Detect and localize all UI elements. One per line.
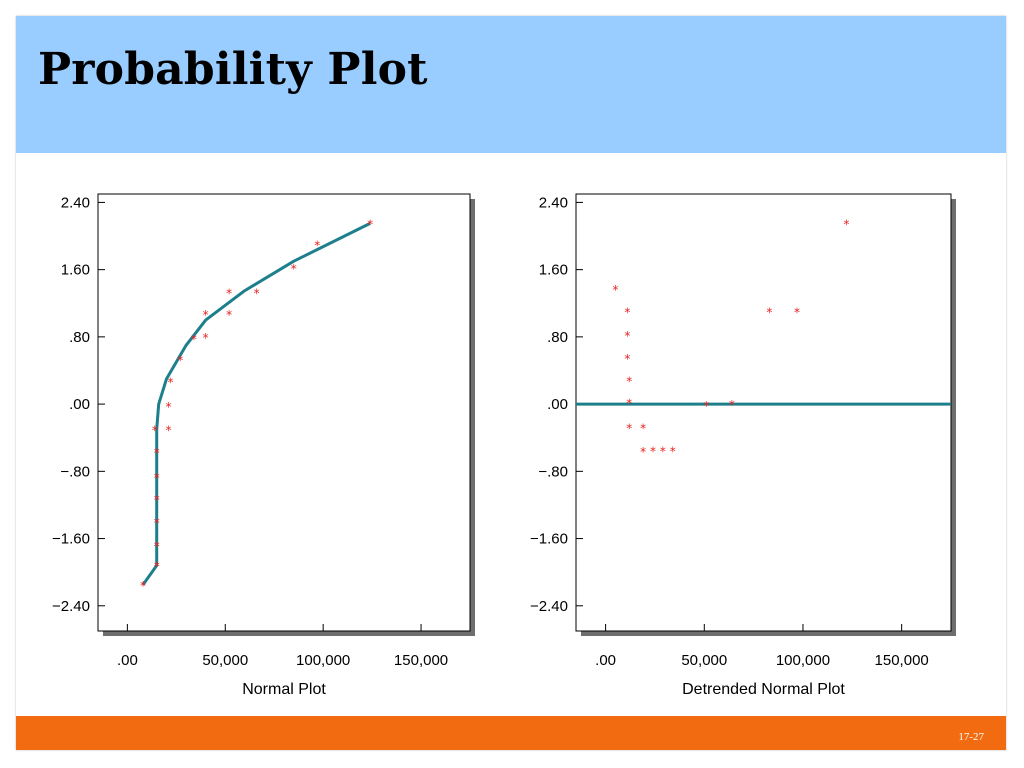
- title-bar: Probability Plot: [16, 16, 1006, 153]
- x-axis-title: Detrended Normal Plot: [682, 681, 845, 698]
- x-tick-label: 100,000: [776, 652, 830, 669]
- data-point: *: [154, 493, 160, 507]
- x-tick-label: .00: [117, 652, 138, 669]
- data-point: *: [624, 306, 630, 320]
- x-tick-label: 150,000: [875, 652, 929, 669]
- y-tick-label: .00: [69, 396, 90, 413]
- x-tick-label: .00: [595, 652, 616, 669]
- x-tick-label: 150,000: [394, 652, 448, 669]
- data-point: *: [177, 354, 183, 368]
- data-point: *: [154, 516, 160, 530]
- footer-bar: 17-27: [16, 716, 1006, 750]
- slide-number: 17-27: [958, 731, 984, 743]
- data-point: *: [729, 398, 735, 412]
- y-tick-label: −1.60: [52, 531, 90, 548]
- data-point: *: [191, 333, 197, 347]
- y-tick-label: .00: [547, 396, 568, 413]
- y-tick-label: −1.60: [530, 531, 568, 548]
- slide-title: Probability Plot: [38, 44, 428, 95]
- data-point: *: [660, 444, 666, 458]
- y-tick-label: .80: [69, 329, 90, 346]
- fitted-line: [141, 222, 371, 586]
- y-tick-label: −.80: [538, 463, 568, 480]
- y-tick-label: 2.40: [539, 194, 568, 211]
- data-point: *: [154, 559, 160, 573]
- data-point: *: [670, 444, 676, 458]
- y-tick-label: −2.40: [52, 598, 90, 615]
- data-point: *: [203, 331, 209, 345]
- data-point: *: [843, 217, 849, 231]
- chart-frame: [575, 193, 952, 632]
- data-point: *: [703, 399, 709, 413]
- data-point: *: [203, 308, 209, 322]
- y-tick-label: −2.40: [530, 598, 568, 615]
- data-point: *: [167, 375, 173, 389]
- data-point: *: [640, 445, 646, 459]
- x-tick-label: 50,000: [202, 652, 248, 669]
- data-point: *: [612, 283, 618, 297]
- data-point: *: [794, 306, 800, 320]
- data-point: *: [154, 539, 160, 553]
- data-point: *: [226, 286, 232, 300]
- data-point: *: [314, 238, 320, 252]
- data-point: *: [226, 308, 232, 322]
- y-tick-label: 1.60: [539, 262, 568, 279]
- data-point: *: [140, 579, 146, 593]
- data-point: *: [640, 422, 646, 436]
- data-point: *: [367, 217, 373, 231]
- data-point: *: [254, 286, 260, 300]
- x-tick-label: 50,000: [681, 652, 727, 669]
- data-point: *: [165, 423, 171, 437]
- chart-1: 2.40 1.60 .80 .00 −.80 −1.60 −2.40 .00 50,000 100…: [52, 193, 475, 698]
- x-tick-label: 100,000: [296, 652, 350, 669]
- data-point: *: [766, 306, 772, 320]
- data-point: *: [624, 352, 630, 366]
- y-tick-label: 2.40: [61, 194, 90, 211]
- y-tick-label: .80: [547, 329, 568, 346]
- data-point: *: [626, 422, 632, 436]
- data-point: *: [650, 444, 656, 458]
- data-point: *: [291, 262, 297, 276]
- x-axis-title: Normal Plot: [242, 681, 326, 698]
- y-tick-label: 1.60: [61, 262, 90, 279]
- data-point: *: [626, 375, 632, 389]
- data-point: *: [154, 471, 160, 485]
- data-point: *: [154, 446, 160, 460]
- data-point: *: [624, 329, 630, 343]
- y-tick-label: −.80: [60, 463, 90, 480]
- data-point: *: [626, 396, 632, 410]
- data-point: *: [152, 423, 158, 437]
- chart-2: 2.40 1.60 .80 .00 −.80 −1.60 −2.40 .00 50,000 100…: [530, 193, 956, 698]
- data-point: *: [165, 400, 171, 414]
